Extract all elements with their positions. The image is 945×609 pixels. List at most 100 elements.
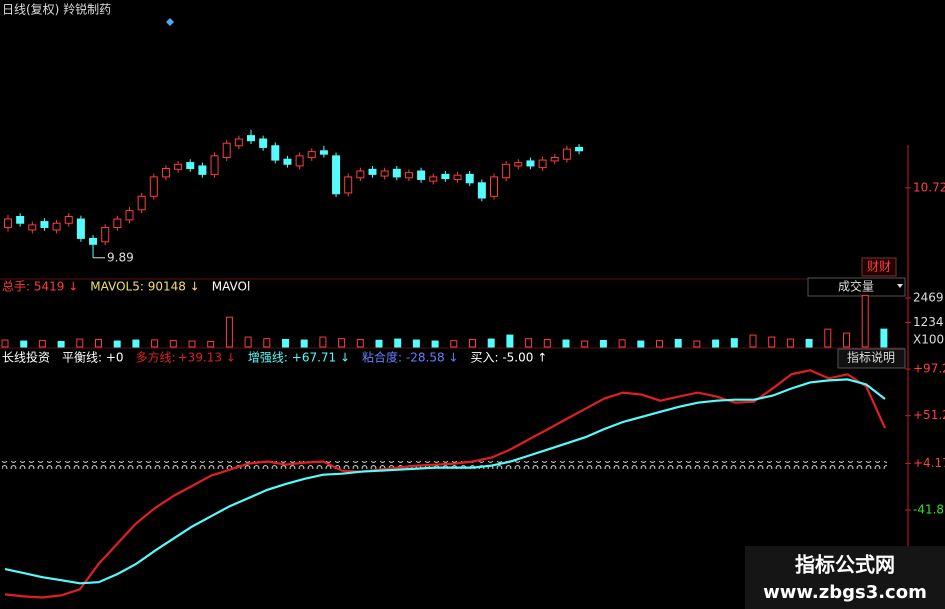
- bar: [188, 340, 196, 348]
- bar: [113, 340, 121, 348]
- y-tick-label: +51.2: [913, 408, 945, 422]
- candle-body: [52, 222, 61, 231]
- bar: [562, 339, 570, 348]
- candle-body: [404, 172, 413, 179]
- candle-body: [4, 218, 12, 228]
- bar: [525, 338, 533, 348]
- candle-body: [149, 176, 158, 197]
- candle-body: [453, 174, 462, 180]
- selector[interactable]: 成交量: [838, 279, 874, 294]
- bar: [824, 328, 832, 348]
- bar: [618, 339, 626, 348]
- candle-body: [64, 216, 73, 224]
- chart-title: 日线(复权) 羚锐制药: [2, 2, 111, 17]
- y-tick-label: 10.72: [913, 180, 945, 194]
- legend-item: MAVOL5: 90148 ↓: [90, 280, 199, 294]
- series-line: [4, 378, 886, 585]
- candle-body: [113, 218, 122, 228]
- bar: [244, 336, 252, 348]
- candle-body: [76, 218, 85, 239]
- bar: [712, 339, 720, 348]
- candle-body: [28, 224, 37, 231]
- bar: [450, 340, 458, 348]
- annotation: 9.89: [107, 250, 134, 264]
- candle-body: [271, 145, 280, 161]
- bar: [207, 340, 215, 348]
- button[interactable]: 指标说明: [847, 350, 895, 365]
- candle-body: [490, 176, 498, 197]
- bar: [225, 316, 233, 348]
- marker: [166, 18, 174, 26]
- bar: [656, 340, 663, 348]
- bar: [674, 338, 682, 348]
- watermark-box: [745, 546, 945, 609]
- candle-body: [514, 162, 523, 167]
- candle-body: [477, 182, 486, 199]
- dropdown-arrow[interactable]: [897, 284, 903, 288]
- candle-body: [283, 158, 292, 165]
- candle-body: [538, 159, 547, 169]
- bar: [282, 338, 289, 348]
- candle-body: [89, 237, 98, 245]
- bar: [151, 339, 159, 348]
- y-tick-label: 2469: [913, 290, 944, 304]
- candle-body: [161, 167, 170, 178]
- candle-body: [392, 168, 401, 178]
- unit-label: X100: [913, 333, 944, 347]
- candle-body: [210, 155, 219, 175]
- bar: [338, 338, 346, 348]
- candle-body: [186, 162, 195, 169]
- bar: [581, 340, 589, 348]
- candle-body: [40, 221, 49, 228]
- legend-item: 买入: -5.00 ↑: [470, 351, 547, 365]
- bar: [169, 340, 177, 348]
- bar: [394, 338, 402, 348]
- bar: [637, 340, 645, 348]
- legend-item: 粘合度: -28.58 ↓: [362, 350, 458, 365]
- bar: [412, 339, 420, 348]
- bar: [57, 340, 65, 348]
- bar: [843, 332, 850, 348]
- bar: [319, 336, 327, 348]
- selector-box[interactable]: [807, 277, 906, 297]
- tag[interactable]: 财财: [867, 260, 891, 274]
- legend-item: 总手: 5419 ↓: [2, 280, 78, 294]
- legend-item: 多方线:: [136, 350, 176, 365]
- bar: [805, 338, 813, 348]
- bar: [693, 340, 701, 348]
- candle-body: [526, 160, 535, 167]
- bar: [469, 338, 476, 348]
- candle-body: [174, 163, 183, 170]
- candle-body: [368, 168, 377, 175]
- series-line: [4, 369, 887, 599]
- candle-body: [259, 138, 268, 148]
- bar: [861, 294, 869, 348]
- candle-body: [575, 146, 584, 152]
- bar: [76, 338, 84, 348]
- bar: [1, 339, 9, 348]
- legend-item: 增强线: +67.71 ↓: [248, 351, 350, 365]
- bar: [487, 338, 495, 348]
- y-tick-label: +97.2: [913, 362, 945, 376]
- bar: [768, 336, 776, 348]
- candle-body: [319, 150, 328, 155]
- legend-item: 长线投资: [2, 350, 50, 365]
- candle-body: [441, 173, 450, 180]
- y-tick-label: 1234: [913, 315, 944, 329]
- bar: [543, 338, 551, 348]
- bar: [356, 338, 364, 348]
- candle-body: [101, 226, 110, 243]
- y-tick-label: -41.8: [913, 503, 944, 517]
- tag-box[interactable]: [861, 257, 897, 277]
- bar: [300, 339, 308, 348]
- candle-body: [356, 170, 365, 179]
- legend-value: +39.13 ↓: [178, 351, 236, 365]
- candle-body: [332, 155, 341, 195]
- candle-body: [562, 148, 571, 160]
- plot-area: 10.72 9.89 总手: 5419 ↓ MAVOL5: 90148 ↓ MAVOl 1…: [1, 129, 945, 599]
- bar: [730, 338, 738, 348]
- legend-item: 平衡线: +0: [62, 351, 124, 365]
- button-box[interactable]: [837, 348, 906, 369]
- candle-body: [137, 195, 146, 211]
- watermark-title: 指标公式网: [795, 553, 895, 577]
